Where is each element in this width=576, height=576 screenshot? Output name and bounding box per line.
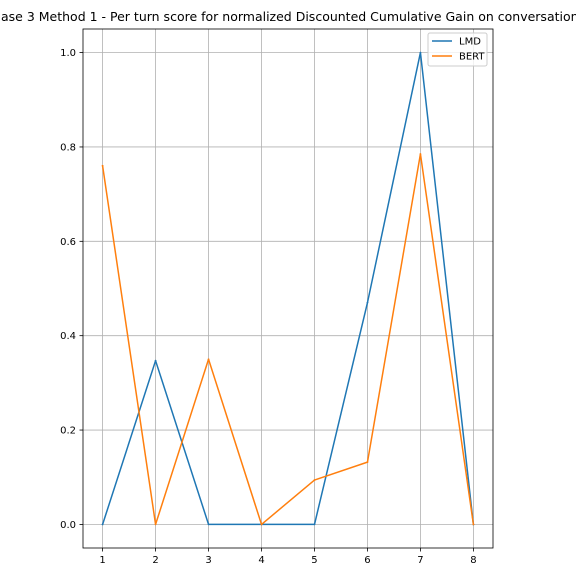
- x-tick-label: 1: [99, 555, 105, 566]
- legend-label-lmd: LMD: [459, 37, 481, 48]
- series-line-lmd: [101, 51, 475, 526]
- x-tick-label: 6: [364, 555, 370, 566]
- data-point-bert: [419, 153, 422, 155]
- legend-label-bert: BERT: [459, 52, 485, 63]
- x-tick-label: 4: [258, 555, 264, 566]
- data-point-lmd: [154, 359, 157, 362]
- data-point-lmd: [313, 523, 316, 526]
- chart-title: Phase 3 Method 1 - Per turn score for no…: [0, 9, 576, 24]
- data-point-bert: [366, 461, 369, 464]
- data-point-bert: [313, 479, 316, 481]
- plot-area-frame: [82, 28, 494, 549]
- y-tick-label: 0.8: [60, 142, 76, 153]
- data-point-bert: [207, 358, 210, 361]
- x-tick-label: 2: [152, 555, 158, 566]
- y-tick-label: 0.4: [60, 331, 76, 342]
- data-point-bert: [260, 523, 263, 526]
- x-tick-label: 3: [205, 555, 211, 566]
- axis-ticks: 1 2 3 4 5 6 7 8 0.0 0.2 0.4 0.6 0.8 1.0: [60, 48, 476, 566]
- data-point-lmd: [207, 523, 210, 526]
- data-point-bert: [154, 523, 157, 526]
- y-tick-label: 0.6: [60, 237, 76, 248]
- data-point-lmd: [366, 301, 369, 304]
- grid-lines: [83, 29, 493, 548]
- data-series: [101, 51, 475, 526]
- y-tick-label: 0.0: [60, 520, 76, 531]
- x-tick-label: 8: [470, 555, 476, 566]
- series-line-bert: [101, 153, 475, 526]
- y-tick-label: 1.0: [60, 48, 76, 59]
- legend: LMD BERT: [427, 32, 488, 67]
- y-tick-label: 0.2: [60, 426, 76, 437]
- data-point-bert: [472, 523, 475, 526]
- data-point-lmd: [101, 523, 104, 526]
- data-point-bert: [101, 164, 104, 167]
- x-tick-label: 7: [417, 555, 423, 566]
- x-tick-label: 5: [311, 555, 317, 566]
- data-point-lmd: [419, 51, 422, 54]
